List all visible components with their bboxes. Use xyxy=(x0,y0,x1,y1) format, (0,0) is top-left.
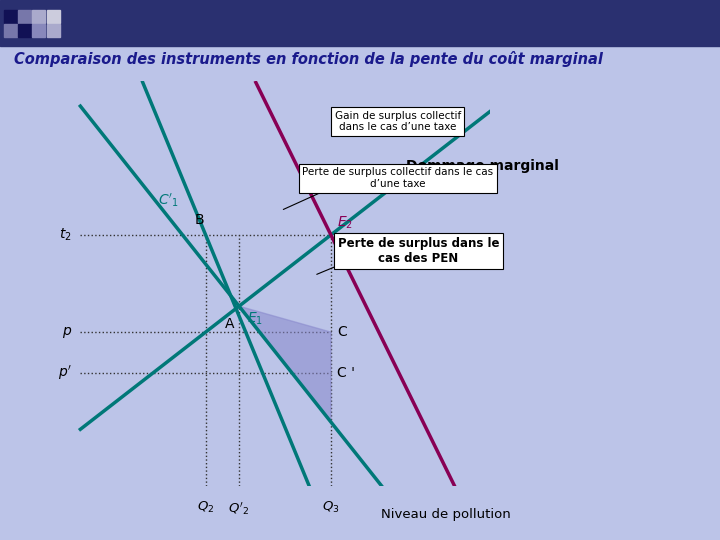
Text: Dommage marginal: Dommage marginal xyxy=(406,159,559,172)
Text: $E_2$: $E_2$ xyxy=(337,214,354,231)
Text: $C'_1$: $C'_1$ xyxy=(158,191,179,208)
Text: C: C xyxy=(337,325,347,339)
Text: $Q_2$: $Q_2$ xyxy=(197,500,215,515)
Polygon shape xyxy=(239,306,331,422)
Text: A: A xyxy=(225,316,235,330)
Text: B: B xyxy=(194,213,204,227)
Text: Comparaison des instruments en fonction de la pente du coût marginal: Comparaison des instruments en fonction … xyxy=(14,51,603,68)
Text: $p$: $p$ xyxy=(62,325,72,340)
Text: Niveau de pollution: Niveau de pollution xyxy=(381,508,510,521)
Text: $Q_3$: $Q_3$ xyxy=(322,500,340,515)
Text: $E_1$: $E_1$ xyxy=(248,310,264,327)
Text: $C_2$: $C_2$ xyxy=(235,7,252,23)
Text: $p'$: $p'$ xyxy=(58,363,72,382)
Text: Perte de surplus collectif dans le cas
d’une taxe: Perte de surplus collectif dans le cas d… xyxy=(302,167,493,189)
Text: Perte de surplus dans le
cas des PEN: Perte de surplus dans le cas des PEN xyxy=(338,237,500,265)
Text: $t_2$: $t_2$ xyxy=(59,227,72,243)
Text: C ': C ' xyxy=(337,366,355,380)
Text: $Q'_2$: $Q'_2$ xyxy=(228,500,250,517)
Text: Gain de surplus collectif
dans le cas d’une taxe: Gain de surplus collectif dans le cas d’… xyxy=(335,111,461,132)
Polygon shape xyxy=(206,235,236,308)
